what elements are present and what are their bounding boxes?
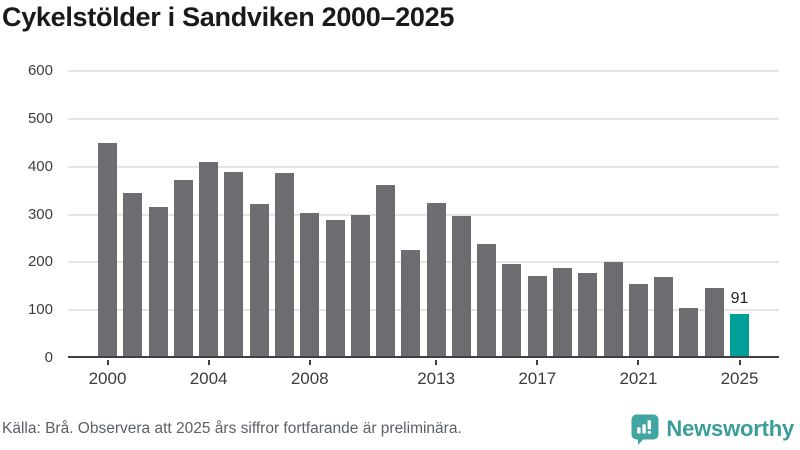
bar-2017[interactable] bbox=[527, 276, 547, 358]
bar-2003[interactable] bbox=[173, 180, 193, 358]
y-tick-label-200: 200 bbox=[27, 253, 53, 271]
bar-2007[interactable] bbox=[274, 173, 294, 358]
x-axis-labels: 2000 2004 2008 2013 2017 2021 2025 bbox=[68, 358, 779, 394]
bar-2011[interactable] bbox=[376, 185, 396, 358]
bar-2023[interactable] bbox=[679, 308, 699, 358]
x-tick-2008 bbox=[308, 360, 311, 365]
x-tick-2004 bbox=[207, 360, 210, 365]
chart-footer: Källa: Brå. Observera att 2025 års siffr… bbox=[0, 412, 800, 446]
chart-title: Cykelstölder i Sandviken 2000–2025 bbox=[2, 2, 455, 32]
bar-2024[interactable] bbox=[704, 288, 724, 358]
brand-name: Newsworthy bbox=[666, 416, 794, 441]
y-tick-label-500: 500 bbox=[27, 109, 53, 127]
x-tick-2000 bbox=[106, 360, 109, 365]
bar-2005[interactable] bbox=[224, 172, 244, 358]
bar-2010[interactable] bbox=[350, 215, 370, 358]
y-tick-label-0: 0 bbox=[44, 349, 53, 366]
x-tick-label-2008: 2008 bbox=[290, 369, 329, 388]
x-tick-label-2025: 2025 bbox=[720, 369, 759, 388]
bar-2000[interactable] bbox=[98, 143, 117, 358]
gridline-y-300 bbox=[68, 213, 779, 216]
newsworthy-bubble-bar-chart-icon bbox=[631, 414, 659, 445]
x-tick-2021 bbox=[637, 360, 640, 365]
bar-2025[interactable] bbox=[730, 314, 749, 358]
x-tick-label-2021: 2021 bbox=[619, 369, 658, 388]
bar-2013[interactable] bbox=[426, 203, 446, 358]
x-tick-2017 bbox=[536, 360, 539, 365]
bar-2022[interactable] bbox=[654, 277, 674, 358]
bar-2004[interactable] bbox=[199, 162, 219, 358]
bar-2020[interactable] bbox=[603, 262, 623, 358]
bar-chart-plot-area: 91 bbox=[68, 70, 779, 358]
bar-2008[interactable] bbox=[300, 213, 320, 358]
x-tick-2025 bbox=[738, 360, 741, 365]
bar-2006[interactable] bbox=[249, 204, 269, 358]
gridline-y-200 bbox=[68, 261, 779, 264]
y-tick-label-300: 300 bbox=[27, 205, 53, 223]
x-tick-label-2013: 2013 bbox=[417, 369, 456, 388]
bar-2009[interactable] bbox=[325, 220, 345, 358]
x-tick-label-2017: 2017 bbox=[518, 369, 557, 388]
bar-2002[interactable] bbox=[148, 207, 168, 358]
source-note: Källa: Brå. Observera att 2025 års siffr… bbox=[2, 420, 462, 437]
bar-2001[interactable] bbox=[123, 193, 143, 358]
y-tick-label-400: 400 bbox=[27, 157, 53, 175]
y-axis-labels: 0 100 200 300 400 500 600 bbox=[0, 63, 58, 366]
bar-2016[interactable] bbox=[502, 264, 522, 358]
highlight-value-label: 91 bbox=[730, 290, 749, 307]
bar-2012[interactable] bbox=[401, 250, 421, 358]
y-tick-label-100: 100 bbox=[27, 301, 53, 319]
x-tick-2013 bbox=[435, 360, 438, 365]
bar-2014[interactable] bbox=[451, 216, 471, 358]
gridline-y-500 bbox=[68, 117, 779, 120]
gridline-y-400 bbox=[68, 165, 779, 168]
gridline-y-100 bbox=[68, 309, 779, 312]
bar-2021[interactable] bbox=[628, 284, 648, 358]
x-axis-line bbox=[68, 356, 779, 358]
bar-2018[interactable] bbox=[553, 268, 573, 358]
gridline-y-600 bbox=[68, 70, 779, 72]
x-tick-label-2000: 2000 bbox=[88, 369, 127, 388]
newsworthy-logo[interactable]: Newsworthy bbox=[631, 414, 794, 445]
bar-2019[interactable] bbox=[578, 273, 598, 358]
bar-2015[interactable] bbox=[477, 244, 497, 358]
x-tick-label-2004: 2004 bbox=[189, 369, 228, 388]
y-tick-label-600: 600 bbox=[27, 62, 53, 79]
